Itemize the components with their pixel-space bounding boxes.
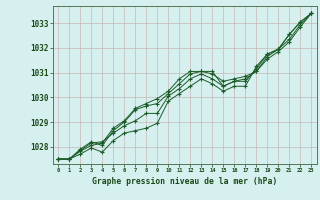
X-axis label: Graphe pression niveau de la mer (hPa): Graphe pression niveau de la mer (hPa)	[92, 177, 277, 186]
